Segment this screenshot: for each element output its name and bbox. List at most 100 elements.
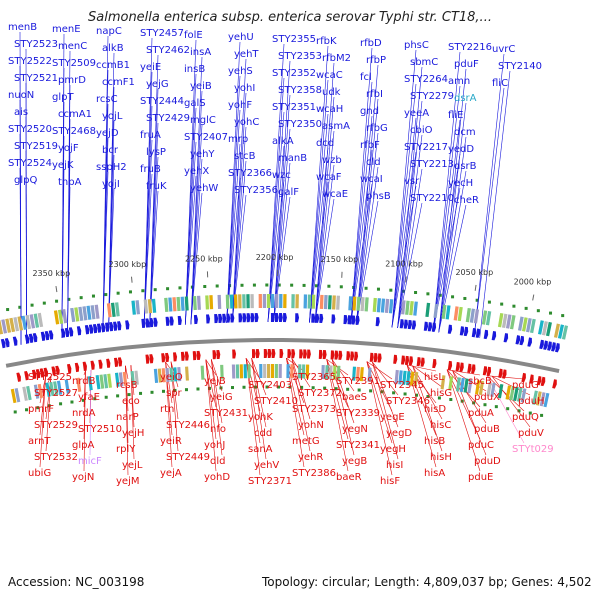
- outer-dot: [512, 304, 516, 308]
- reverse-gene-label: yejH: [122, 428, 144, 439]
- outer-feature-block: [469, 308, 476, 323]
- reverse-gene-label: yohD: [204, 472, 230, 483]
- inner-feature-block: [328, 365, 333, 380]
- outer-feature-block: [217, 294, 222, 309]
- forward-gene-arrow: [423, 321, 429, 331]
- outer-feature-block: [115, 302, 120, 317]
- reverse-gene-arrow: [251, 349, 256, 359]
- inner-dot: [426, 395, 430, 399]
- outer-feature-block: [481, 310, 488, 325]
- reverse-gene-arrow: [502, 369, 507, 379]
- reverse-gene-label: pduE: [468, 472, 493, 483]
- inner-feature-block: [305, 364, 310, 379]
- reverse-gene-label: STY2532: [34, 452, 78, 463]
- reverse-gene-label: yegN: [342, 424, 368, 435]
- forward-gene-arrow: [447, 324, 453, 334]
- forward-gene-arrow: [331, 314, 336, 324]
- reverse-label-connector: [210, 359, 223, 424]
- outer-feature-block: [405, 300, 410, 315]
- inner-feature-block: [26, 385, 32, 401]
- outer-dot: [463, 296, 467, 300]
- inner-feature-block: [394, 369, 399, 385]
- forward-gene-label: insB: [184, 64, 205, 75]
- outer-feature-block: [176, 296, 181, 312]
- forward-gene-label: menE: [52, 24, 81, 35]
- accession-text: Accession: NC_003198: [8, 575, 145, 589]
- forward-gene-label: STY2462: [146, 45, 190, 56]
- forward-gene-label: yehT: [234, 49, 259, 60]
- reverse-gene-label: yehR: [298, 452, 323, 463]
- scale-tick-label: 2300 kbp: [109, 260, 147, 269]
- forward-gene-label: rfbD: [360, 38, 382, 49]
- outer-feature-block: [266, 294, 271, 309]
- reverse-gene-label: hisL: [424, 372, 444, 383]
- reverse-gene-label: hisA: [424, 468, 445, 479]
- reverse-gene-arrow: [401, 355, 406, 365]
- reverse-gene-label: STYt029: [512, 444, 554, 455]
- outer-feature-block: [433, 303, 439, 319]
- reverse-gene-arrow: [271, 349, 276, 359]
- outer-feature-block: [295, 294, 299, 309]
- reverse-gene-label: pduG: [512, 380, 539, 391]
- forward-gene-label: nuoN: [8, 90, 34, 101]
- forward-label-connector: [391, 49, 417, 328]
- inner-dot: [392, 391, 396, 395]
- inner-dot: [81, 398, 85, 402]
- reverse-gene-label: pduA: [468, 408, 494, 419]
- inner-dot: [437, 396, 441, 400]
- reverse-label-connector: [486, 375, 525, 412]
- inner-feature-block: [367, 367, 372, 382]
- forward-gene-label: yehS: [228, 66, 253, 77]
- forward-gene-arrow: [343, 314, 348, 325]
- reverse-gene-arrow: [212, 350, 217, 360]
- reverse-label-connector: [251, 358, 267, 460]
- forward-gene-label: STY2279: [410, 91, 454, 102]
- forward-gene-label: rfbP: [366, 55, 386, 66]
- outer-feature-block: [74, 307, 80, 322]
- reverse-gene-arrow: [404, 355, 410, 366]
- forward-gene-arrow: [427, 322, 433, 332]
- forward-gene-label: rcsC: [96, 94, 118, 105]
- forward-gene-label: insA: [190, 47, 211, 58]
- reverse-gene-label: yegB: [342, 456, 367, 467]
- reverse-gene-label: STY2365: [292, 372, 336, 383]
- outer-feature-block: [250, 294, 254, 309]
- forward-gene-arrow: [40, 331, 46, 341]
- reverse-gene-arrow: [117, 357, 123, 367]
- forward-label-connector: [397, 202, 423, 328]
- inner-feature-block: [278, 364, 282, 379]
- forward-gene-arrow: [431, 322, 437, 332]
- forward-label-connector: [350, 115, 373, 325]
- forward-gene-label: cheR: [454, 195, 479, 206]
- reverse-gene-label: yejA: [160, 468, 182, 479]
- forward-gene-label: tnpA: [58, 177, 82, 188]
- inner-feature-block: [247, 364, 251, 379]
- reverse-label-connector: [406, 364, 437, 372]
- outer-feature-block: [352, 296, 357, 311]
- reverse-gene-label: hisC: [430, 420, 451, 431]
- reverse-gene-label: pduH: [518, 396, 545, 407]
- reverse-gene-label: hisG: [430, 388, 452, 399]
- reverse-gene-arrow: [24, 371, 29, 381]
- forward-label-connector: [273, 128, 291, 323]
- outer-feature-block: [279, 294, 283, 309]
- reverse-gene-label: sanA: [248, 444, 273, 455]
- forward-gene-label: rfbI: [366, 89, 383, 100]
- outer-feature-block: [364, 297, 369, 312]
- forward-label-connector: [391, 83, 417, 328]
- scale-tick-mark: [405, 276, 407, 283]
- inner-dot: [230, 386, 234, 390]
- forward-gene-arrow: [226, 313, 231, 323]
- reverse-gene-label: yegH: [380, 444, 406, 455]
- reverse-label-connector: [130, 365, 135, 460]
- forward-gene-label: yojL: [102, 111, 123, 122]
- outer-feature-block: [246, 294, 250, 309]
- forward-gene-arrow: [279, 313, 283, 323]
- forward-label-connector: [190, 124, 203, 325]
- forward-gene-label: menB: [8, 22, 37, 33]
- forward-label-connector: [184, 141, 197, 325]
- forward-label-connector: [267, 77, 285, 323]
- reverse-gene-arrow: [106, 358, 111, 368]
- forward-gene-arrow: [475, 328, 481, 338]
- reverse-gene-arrow: [51, 366, 56, 376]
